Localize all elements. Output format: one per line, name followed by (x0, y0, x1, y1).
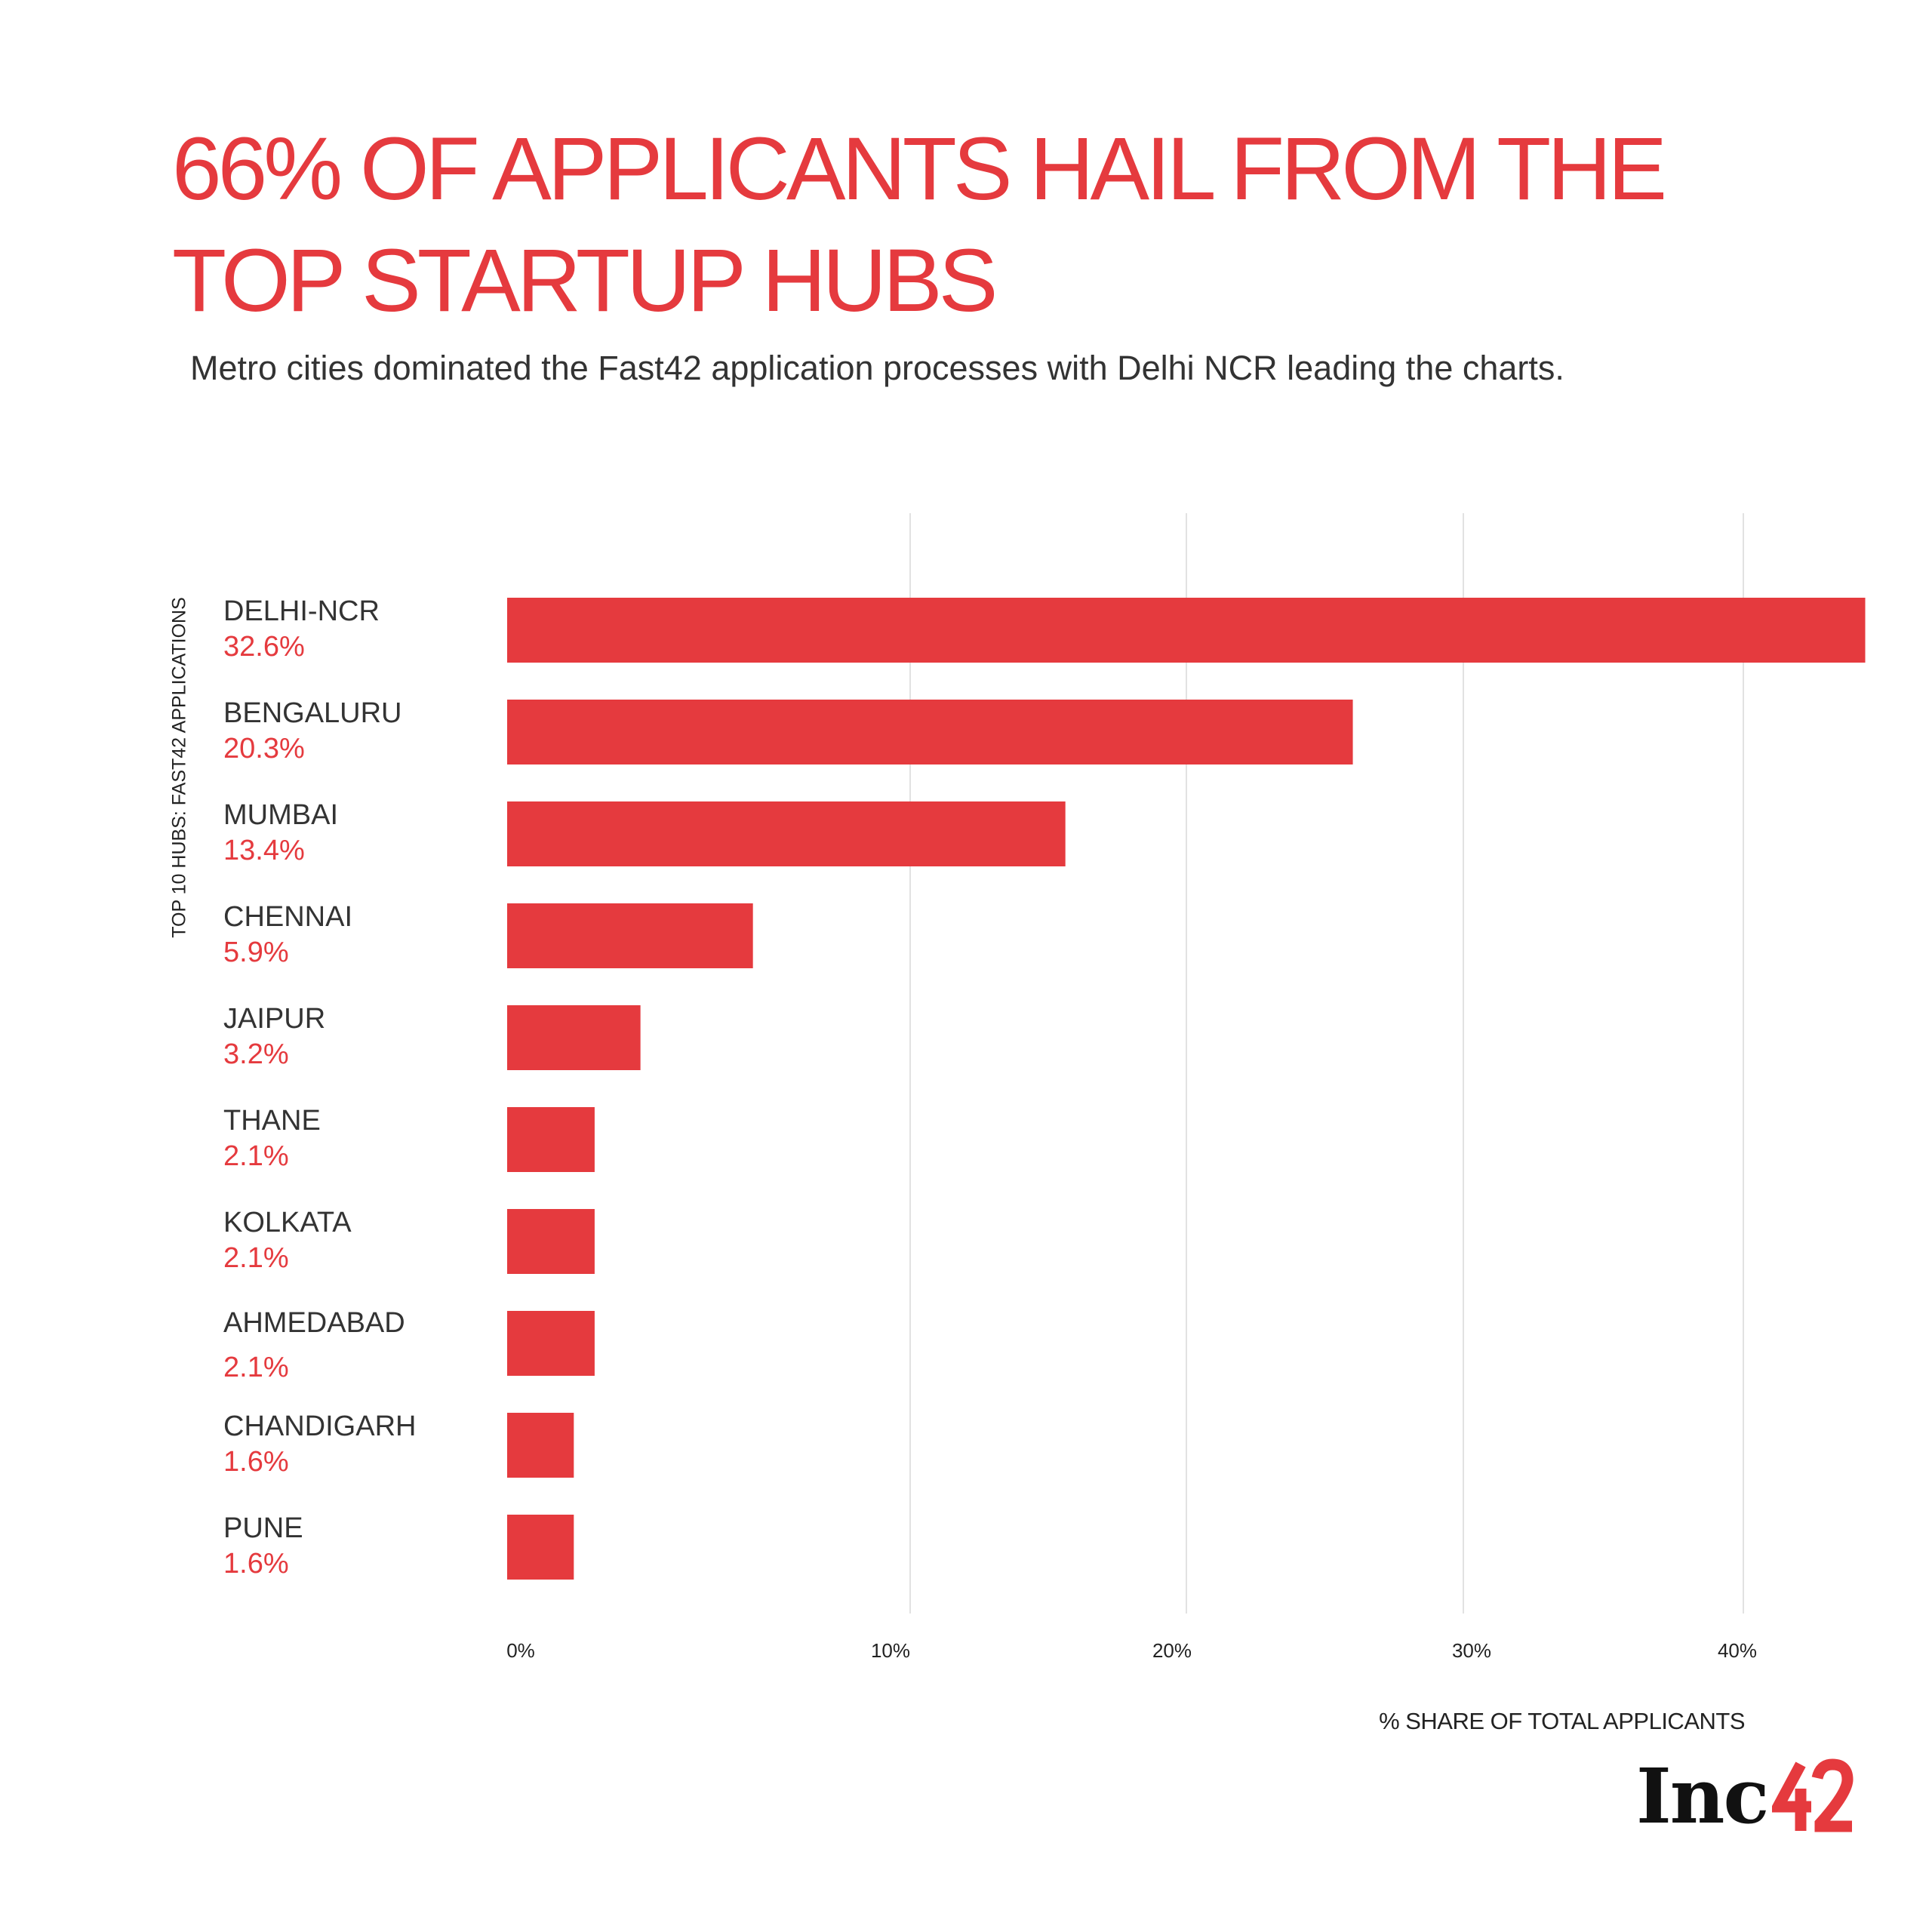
value-label: 20.3% (223, 733, 305, 764)
bar (507, 1005, 641, 1070)
value-label: 13.4% (223, 835, 305, 866)
category-label: DELHI-NCR (223, 595, 380, 627)
value-label: 3.2% (223, 1038, 289, 1070)
inc42-logo: Inc (1636, 1758, 1854, 1834)
logo-wordmark: Inc (1636, 1752, 1769, 1841)
value-label: 1.6% (223, 1548, 289, 1580)
value-label: 2.1% (223, 1352, 289, 1383)
chart-title: 66% OF APPLICANTS HAIL FROM THE TOP STAR… (172, 119, 1667, 331)
logo-42-mark (1772, 1758, 1854, 1832)
bar (507, 1413, 574, 1478)
value-label: 5.9% (223, 937, 289, 968)
x-tick-label: 0% (506, 1639, 535, 1662)
category-label: AHMEDABAD (223, 1307, 405, 1339)
category-label: CHANDIGARH (223, 1411, 416, 1442)
category-label: MUMBAI (223, 799, 338, 831)
bar (507, 700, 1353, 764)
category-label: JAIPUR (223, 1003, 325, 1035)
bar (507, 1107, 595, 1172)
category-label: PUNE (223, 1512, 303, 1544)
value-label: 1.6% (223, 1446, 289, 1478)
value-label: 32.6% (223, 631, 305, 663)
bar (507, 903, 753, 968)
value-label: 2.1% (223, 1140, 289, 1172)
value-label: 2.1% (223, 1242, 289, 1274)
bar (507, 801, 1066, 866)
category-label: KOLKATA (223, 1207, 352, 1238)
x-tick-label: 40% (1718, 1639, 1757, 1662)
bar (507, 1209, 595, 1274)
x-tick-label: 30% (1452, 1639, 1491, 1662)
category-label: THANE (223, 1105, 321, 1137)
category-label: CHENNAI (223, 901, 352, 933)
bar (507, 1311, 595, 1376)
y-axis-title: TOP 10 HUBS: FAST42 APPLICATIONS (168, 597, 190, 938)
bar (507, 598, 1866, 663)
x-axis-title: % SHARE OF TOTAL APPLICANTS (1379, 1708, 1745, 1734)
x-tick-label: 20% (1152, 1639, 1192, 1662)
x-tick-label: 10% (871, 1639, 910, 1662)
bar (507, 1515, 574, 1580)
category-label: BENGALURU (223, 697, 402, 729)
chart-subtitle: Metro cities dominated the Fast42 applic… (190, 349, 1564, 387)
